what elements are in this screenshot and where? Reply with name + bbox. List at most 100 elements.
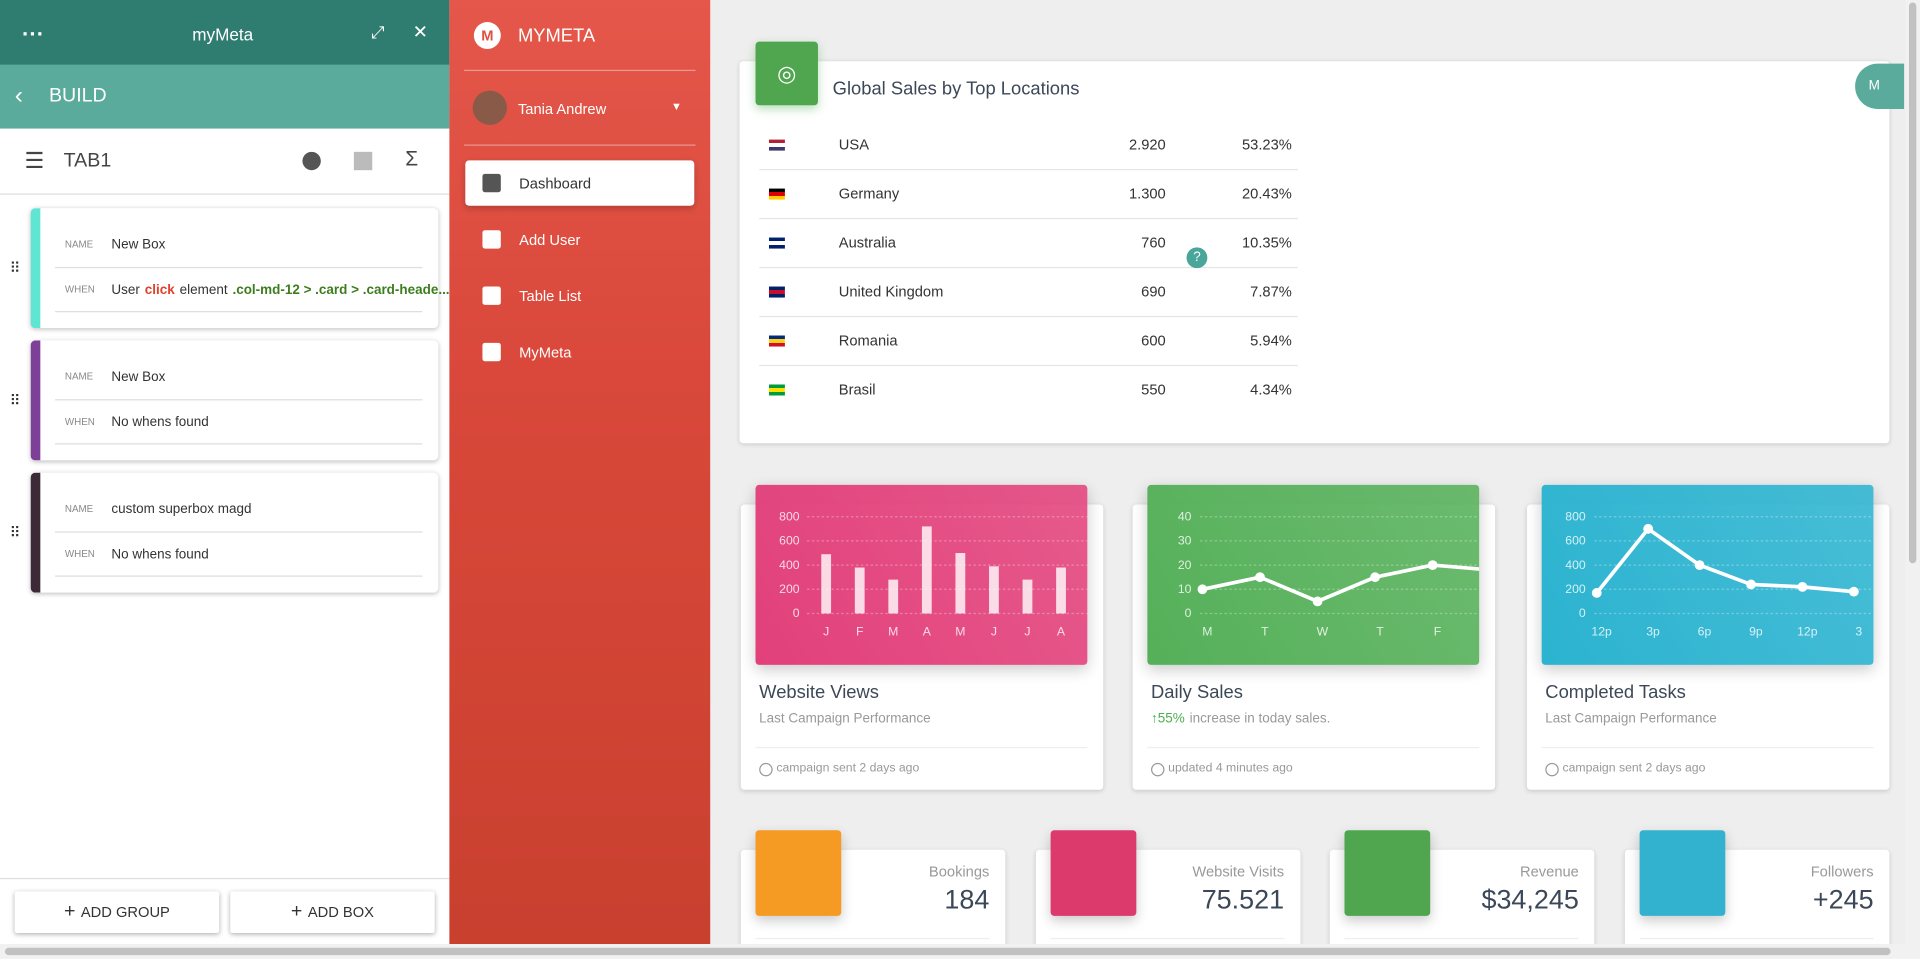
x-tick-label: F [856, 625, 863, 639]
box-card[interactable]: NAME New Box WHEN User click element .col-md-1… [30, 208, 450, 329]
tab-title: TAB1 [63, 150, 112, 172]
point [1255, 572, 1265, 583]
y-tick-label: 0 [1185, 606, 1192, 620]
field-divider [55, 311, 423, 313]
field-label: NAME [64, 371, 94, 383]
flag [768, 335, 785, 347]
nav-item[interactable]: Dashboard [465, 160, 695, 206]
nav-item[interactable]: Table List [465, 273, 694, 318]
stat-icon [755, 830, 842, 916]
chart-title: Completed Tasks [1545, 682, 1686, 703]
when-part: No whens found [111, 415, 209, 430]
nav-icon [482, 286, 501, 305]
when-part: click [144, 282, 175, 298]
user-caret[interactable]: ▼ [671, 100, 682, 113]
nav-item[interactable]: MyMeta [465, 329, 694, 374]
box-card[interactable]: NAME New Box WHEN No whens found [30, 340, 439, 461]
mymeta-badge[interactable]: M [1855, 63, 1905, 109]
tab-bar: ☰ TAB1 Σ [0, 129, 450, 195]
button-label[interactable]: ADD BOX [307, 903, 374, 921]
nav-label: Add User [519, 231, 581, 249]
row-divider [759, 217, 1298, 220]
sales-title: Global Sales by Top Locations [832, 78, 1080, 100]
stat-label: Website Visits [1192, 863, 1285, 881]
subtitle-text: Last Campaign Performance [1545, 711, 1717, 727]
sales-share: 4.34% [1250, 380, 1292, 398]
row-divider [759, 266, 1298, 269]
bar [888, 579, 899, 614]
stat-icon [1050, 830, 1136, 916]
menu-dots[interactable]: ··· [22, 22, 45, 47]
subtitle-highlight: 55% [1157, 711, 1185, 727]
clock-icon [1151, 762, 1165, 777]
expand-button[interactable]: ⤢ [371, 22, 385, 42]
nav-item[interactable]: Add User [465, 217, 694, 262]
flag [768, 139, 785, 151]
nav-icon [482, 173, 501, 193]
alert-icon[interactable] [302, 151, 321, 171]
y-tick-label: 0 [1579, 606, 1586, 620]
chart-footer: updated 4 minutes ago [1168, 761, 1293, 776]
x-tick-label: J [991, 625, 997, 639]
h-scroll-thumb[interactable] [4, 947, 1891, 956]
point [1643, 523, 1654, 534]
card-divider [1541, 746, 1874, 749]
field-label: WHEN [64, 284, 95, 296]
box-card[interactable]: NAME custom superbox magd WHEN No whens fou… [30, 472, 439, 593]
sales-share: 20.43% [1241, 184, 1292, 203]
nav-label: Table List [519, 287, 582, 305]
up-arrow: ↑ [1151, 711, 1158, 727]
mini-chart: 0 10 20 30 40 M T W T F [1178, 509, 1496, 639]
bar [854, 567, 865, 614]
x-tick-label: W [1317, 625, 1329, 639]
point [1370, 572, 1381, 583]
line [1595, 526, 1855, 595]
drag-handle[interactable]: ⠿ [9, 391, 21, 409]
x-tick-label: T [1376, 625, 1384, 639]
x-tick-label: J [1024, 625, 1030, 639]
builder-brand: myMeta [192, 24, 254, 45]
chart-subtitle: Last Campaign Performance [759, 711, 930, 726]
point [1797, 581, 1808, 592]
y-tick-label: 600 [1565, 534, 1586, 548]
box-name: New Box [111, 369, 166, 385]
sum-icon[interactable]: Σ [405, 146, 419, 171]
field-label: WHEN [64, 416, 95, 428]
mini-chart: 0 200 400 600 800 12p 3p 6p 9p 12p 3 [1565, 509, 1874, 639]
sales-count: 760 [1141, 233, 1166, 252]
field-divider [55, 443, 423, 445]
y-tick-label: 40 [1178, 509, 1192, 523]
x-tick-label: M [1202, 625, 1212, 639]
chart-title: Website Views [759, 682, 879, 703]
x-tick-label: 3p [1646, 625, 1660, 639]
chart-subtitle: ↑55% increase in today sales. [1151, 711, 1330, 726]
when-part: .col-md-12 > .card > .card-heade... [232, 282, 450, 298]
sales-count: 550 [1141, 380, 1166, 398]
back-button[interactable]: ‹ [14, 82, 23, 109]
x-tick-label: J [823, 625, 829, 639]
user-name[interactable]: Tania Andrew [517, 100, 607, 118]
x-tick-label: M [888, 625, 898, 639]
country: Australia [838, 233, 896, 252]
drag-handle[interactable]: ⠿ [9, 524, 21, 542]
point [1694, 560, 1705, 571]
box-name: New Box [111, 237, 166, 253]
divider [464, 144, 696, 146]
mini-chart: 0 200 400 600 800 J F M A M J J A [779, 509, 1088, 639]
x-tick-label: A [1057, 625, 1066, 639]
x-tick-label: 12p [1797, 625, 1818, 639]
tab-menu[interactable]: ☰ [24, 148, 45, 173]
close-button[interactable]: ✕ [412, 22, 429, 43]
add-button[interactable]: + ADD GROUP [14, 891, 220, 934]
point [1746, 579, 1756, 590]
widgets-icon[interactable] [353, 151, 373, 171]
x-tick-label: M [955, 625, 965, 639]
drag-handle[interactable]: ⠿ [9, 259, 21, 277]
button-label[interactable]: ADD GROUP [80, 903, 170, 921]
country: Brasil [838, 380, 876, 398]
add-button[interactable]: + ADD BOX [230, 891, 435, 934]
help-icon[interactable]: ? [1186, 247, 1208, 269]
sales-count: 690 [1141, 282, 1166, 301]
v-scroll-thumb[interactable] [1908, 2, 1917, 564]
